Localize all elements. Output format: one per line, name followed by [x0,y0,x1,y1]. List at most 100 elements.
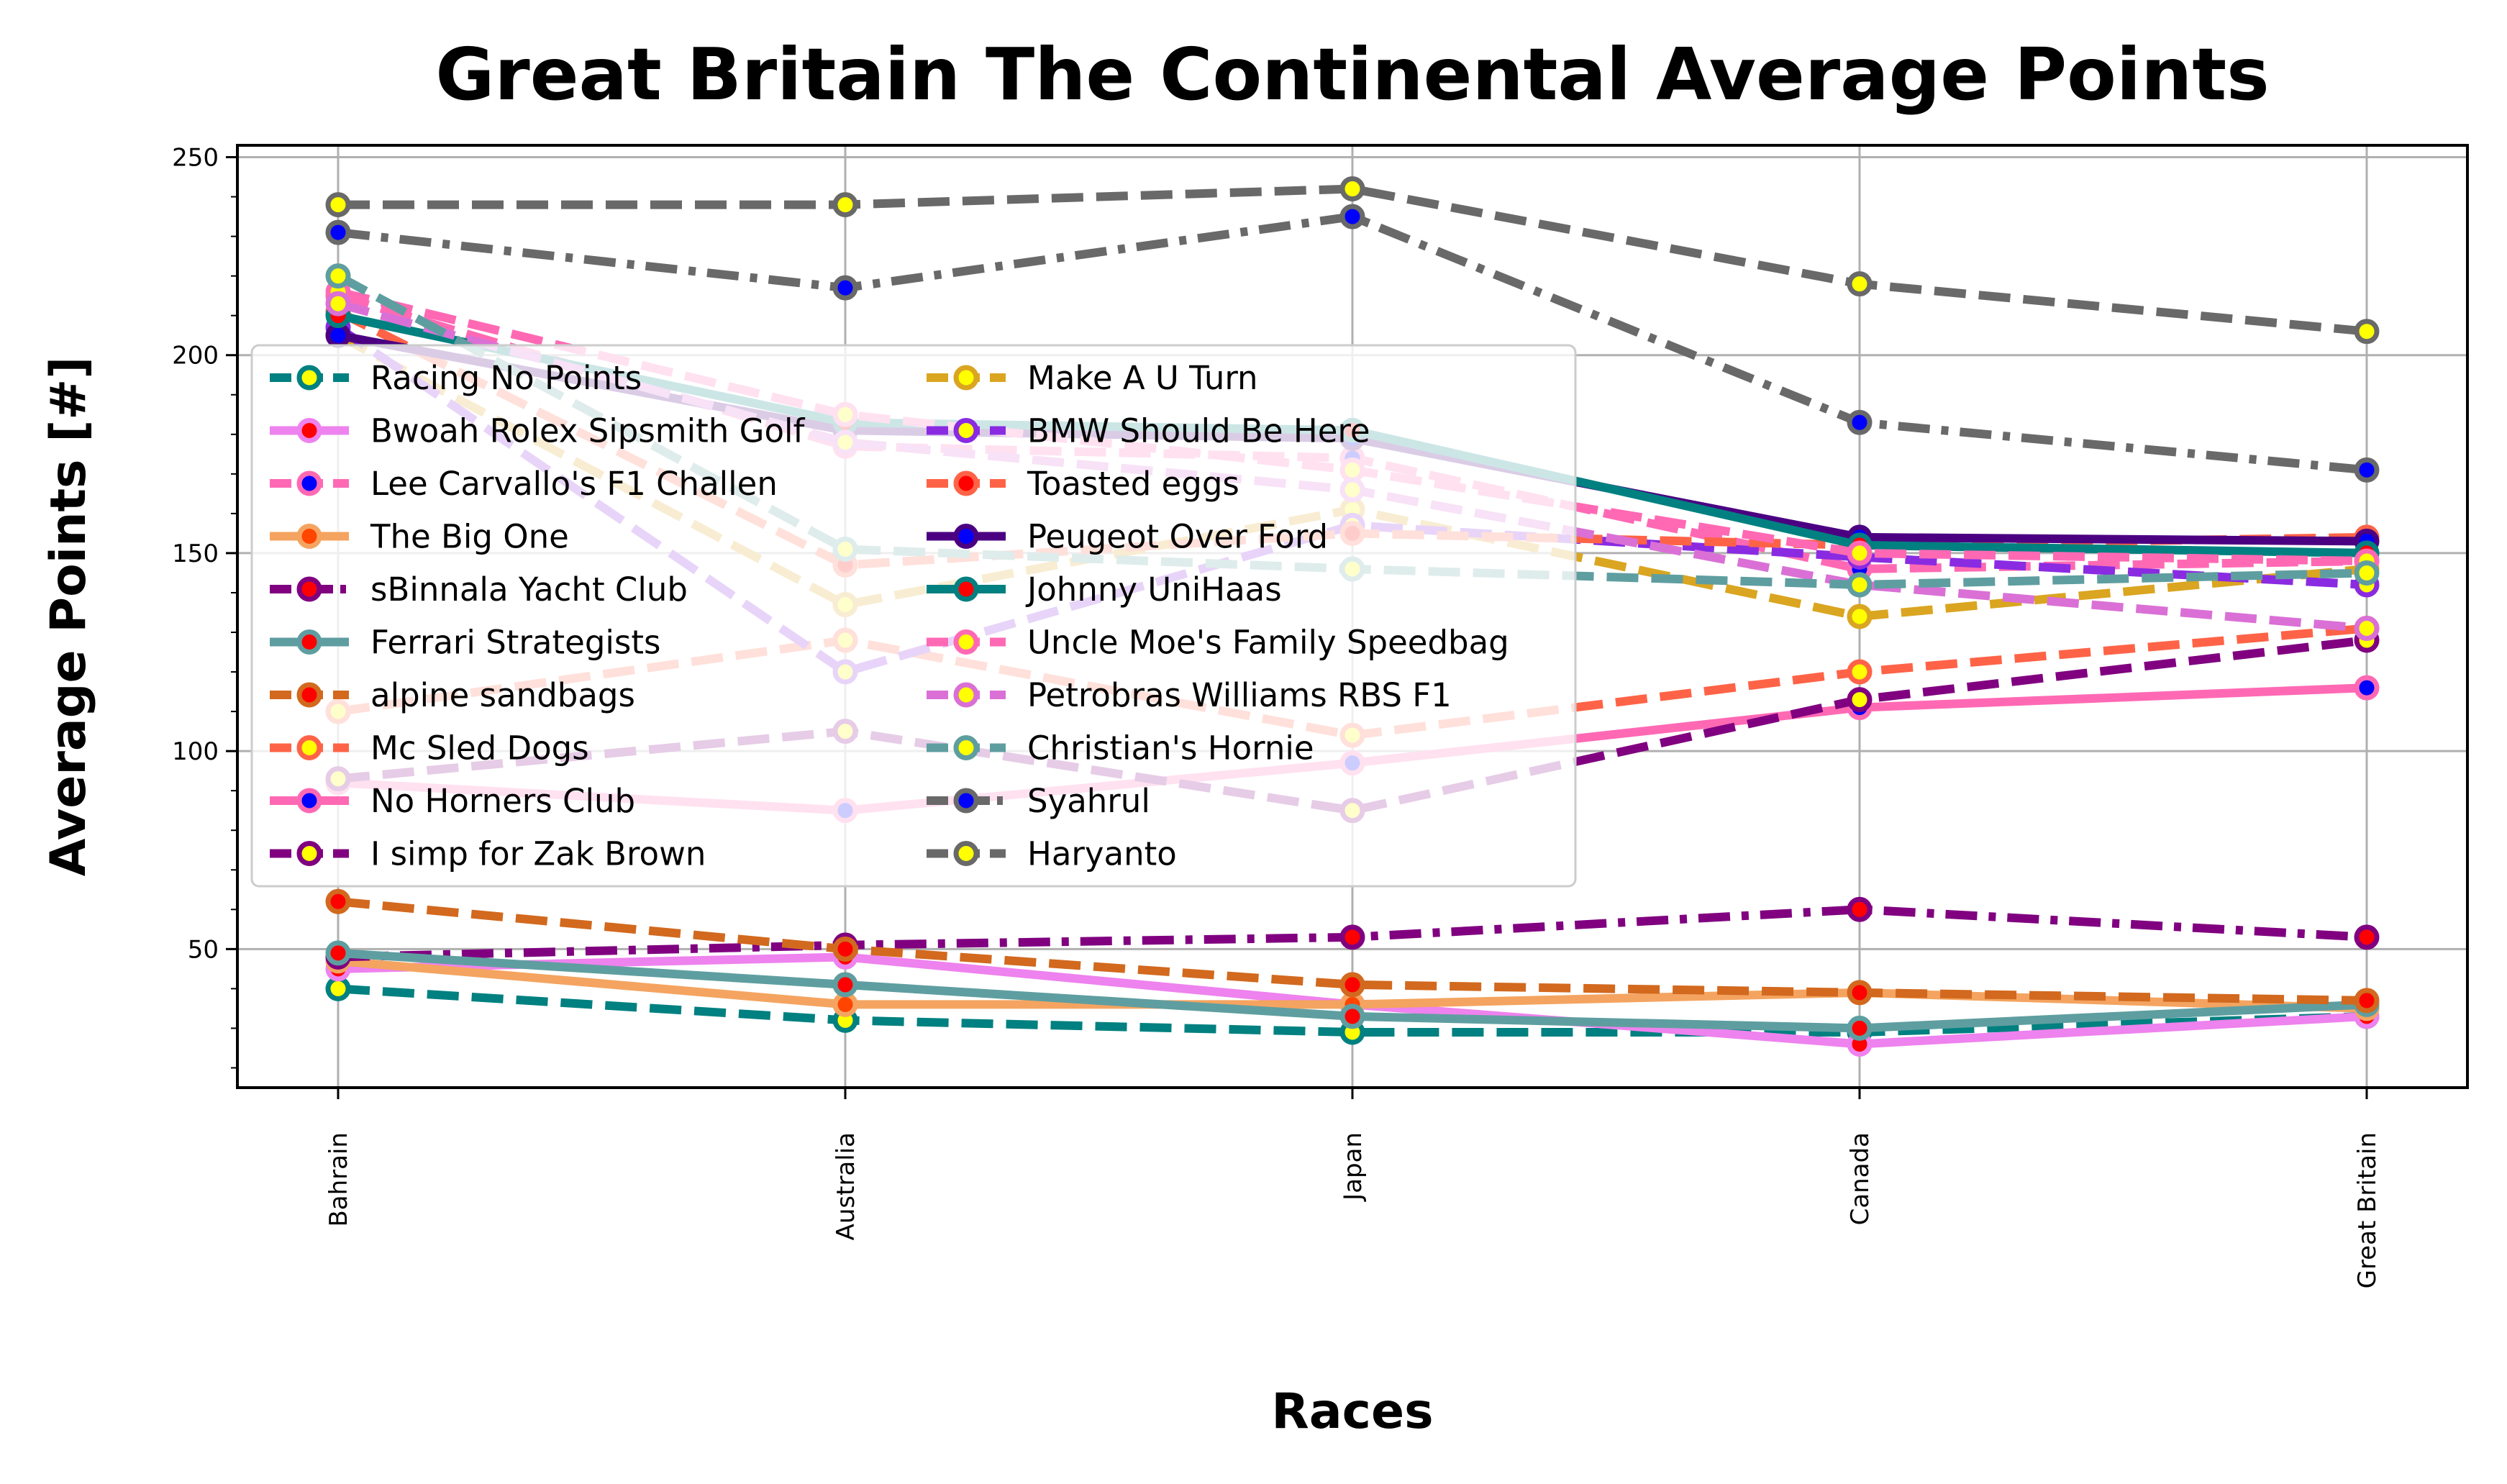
x-tick-label: Japan [1339,1132,1368,1202]
legend-swatch-marker [953,682,979,708]
x-tick-label: Bahrain [324,1132,353,1227]
data-point [1847,896,1873,922]
y-tick-label: 200 [172,342,219,370]
legend-entry-label: I simp for Zak Brown [370,835,706,873]
data-point [1847,980,1873,1006]
data-point [325,940,351,966]
x-tick-label: Australia [832,1132,860,1240]
series-line [337,984,2367,1037]
data-point [832,972,858,998]
series-group [325,176,2380,345]
legend-entry-label: Mc Sled Dogs [370,729,589,768]
legend-swatch-marker [296,629,322,655]
data-point [1847,540,1873,566]
legend-entry-label: No Horners Club [370,782,635,820]
data-point [325,291,351,317]
legend-entry-label: Haryanto [1027,835,1177,873]
data-point [1847,572,1873,598]
data-point [325,263,351,289]
data-point [832,192,858,218]
series-line [337,212,2367,475]
legend-entry-label: BMW Should Be Here [1027,412,1370,450]
legend-swatch-marker [296,470,322,496]
legend-swatch-marker [953,470,979,496]
data-point [1847,409,1873,435]
legend-swatch-marker [296,682,322,708]
y-tick-label: 100 [172,737,219,766]
legend-swatch-marker [296,576,322,602]
data-point [832,275,858,301]
series-line [338,184,2367,336]
legend-swatch-marker [953,418,979,443]
series-group [325,888,2380,1014]
legend-box [250,344,1577,888]
legend-entry-label: Uncle Moe's Family Speedbag [1027,624,1509,662]
legend-swatch-marker [296,788,322,814]
legend-entry-label: Racing No Points [370,359,642,397]
data-point [1847,687,1873,713]
data-point [1339,176,1365,202]
series-line [337,897,2367,1005]
data-point [325,975,351,1001]
legend-entry-label: Make A U Turn [1027,359,1258,397]
legend-swatch-marker [953,788,979,814]
chart-title: Great Britain The Continental Average Po… [435,32,2269,117]
legend: Racing No Points Bwoah Rolex Sipsmith Gol… [250,344,1577,888]
data-point [325,192,351,218]
legend-entry-label: Toasted eggs [1027,465,1239,503]
legend-swatch-marker [296,735,322,760]
data-point [1339,204,1365,229]
y-tick-label: 50 [188,935,219,964]
legend-entry-label: alpine sandbags [370,676,635,714]
legend-entry-label: Lee Carvallo's F1 Challen [370,465,778,503]
data-point [1847,659,1873,685]
legend-swatch-marker [296,841,322,866]
data-point [325,322,351,348]
data-point [2354,560,2380,586]
data-point [1847,1015,1873,1041]
data-point [1339,1003,1365,1029]
legend-swatch-marker [953,735,979,760]
x-tick-label: Canada [1846,1132,1875,1225]
legend-entry-label: Bwoah Rolex Sipsmith Golf [370,412,806,450]
x-axis-label: Races [1271,1383,1433,1440]
legend-entry-label: sBinnala Yacht Club [370,570,688,609]
y-tick-label: 250 [172,144,219,173]
legend-swatch-marker [296,418,322,443]
data-point [325,888,351,914]
data-point [832,936,858,962]
data-point [1847,271,1873,297]
data-point [1339,924,1365,950]
y-tick-label: 150 [172,540,219,568]
data-point [2354,675,2380,701]
series-group [325,204,2380,483]
data-point [1339,972,1365,998]
legend-entry-label: The Big One [370,518,569,556]
data-point [1847,604,1873,629]
legend-swatch-marker [953,841,979,866]
legend-entry-label: Christian's Hornie [1027,729,1314,768]
legend-entry-label: Ferrari Strategists [370,624,660,662]
y-axis-ticks: 50 100 150 200 250 [172,144,237,1069]
legend-swatch-marker [296,524,322,549]
legend-entry-label: Johnny UniHaas [1025,570,1282,609]
data-point [832,991,858,1017]
legend-entry-label: Syahrul [1027,782,1150,820]
legend-swatch-marker [953,524,979,549]
data-point [2354,924,2380,950]
data-point [2354,319,2380,345]
legend-swatch-marker [953,629,979,655]
legend-entry-label: Peugeot Over Ford [1027,518,1328,556]
x-axis-ticks: Bahrain Australia Japan Canada Great Britain [324,1088,2382,1288]
y-axis-label: Average Points [#] [40,357,97,877]
legend-swatch-marker [953,365,979,391]
x-tick-label: Great Britain [2353,1132,2382,1288]
data-point [2354,616,2380,642]
data-point [2354,988,2380,1014]
legend-swatch-marker [953,576,979,602]
legend-entry-label: Petrobras Williams RBS F1 [1027,676,1452,714]
data-point [325,219,351,245]
data-point [2354,457,2380,483]
legend-swatch-marker [296,365,322,391]
